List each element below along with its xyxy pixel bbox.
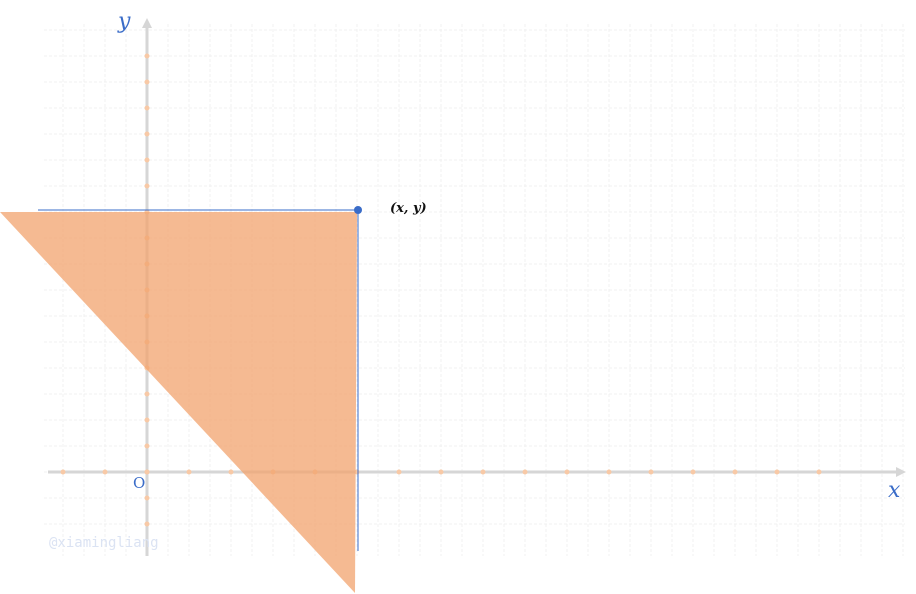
tick-mark: [144, 417, 150, 423]
tick-mark: [144, 443, 150, 449]
tick-mark: [186, 469, 192, 475]
tick-mark: [144, 105, 150, 111]
tick-mark: [144, 469, 150, 475]
tick-mark: [144, 495, 150, 501]
tick-mark: [606, 469, 612, 475]
tick-mark: [732, 469, 738, 475]
origin-label: O: [133, 474, 145, 492]
tick-mark: [774, 469, 780, 475]
x-axis-label: x: [888, 478, 901, 503]
point-xy: [354, 206, 362, 214]
tick-mark: [144, 131, 150, 137]
tick-mark: [522, 469, 528, 475]
x-axis-arrow: [896, 467, 906, 477]
y-axis-label: y: [117, 9, 131, 34]
y-axis-arrow: [142, 18, 152, 28]
tick-mark: [228, 469, 234, 475]
tick-mark: [690, 469, 696, 475]
tick-mark: [144, 53, 150, 59]
grid: [44, 24, 905, 556]
point-label: (x, y): [390, 201, 427, 216]
tick-mark: [102, 469, 108, 475]
tick-mark: [396, 469, 402, 475]
tick-mark: [816, 469, 822, 475]
shaded-region: [0, 212, 357, 593]
tick-mark: [648, 469, 654, 475]
watermark: @xiamingliang: [49, 535, 159, 551]
tick-mark: [564, 469, 570, 475]
tick-mark: [144, 391, 150, 397]
tick-mark: [144, 183, 150, 189]
tick-mark: [60, 469, 66, 475]
tick-mark: [144, 521, 150, 527]
tick-mark: [144, 79, 150, 85]
tick-mark: [438, 469, 444, 475]
tick-mark: [144, 157, 150, 163]
tick-mark: [480, 469, 486, 475]
